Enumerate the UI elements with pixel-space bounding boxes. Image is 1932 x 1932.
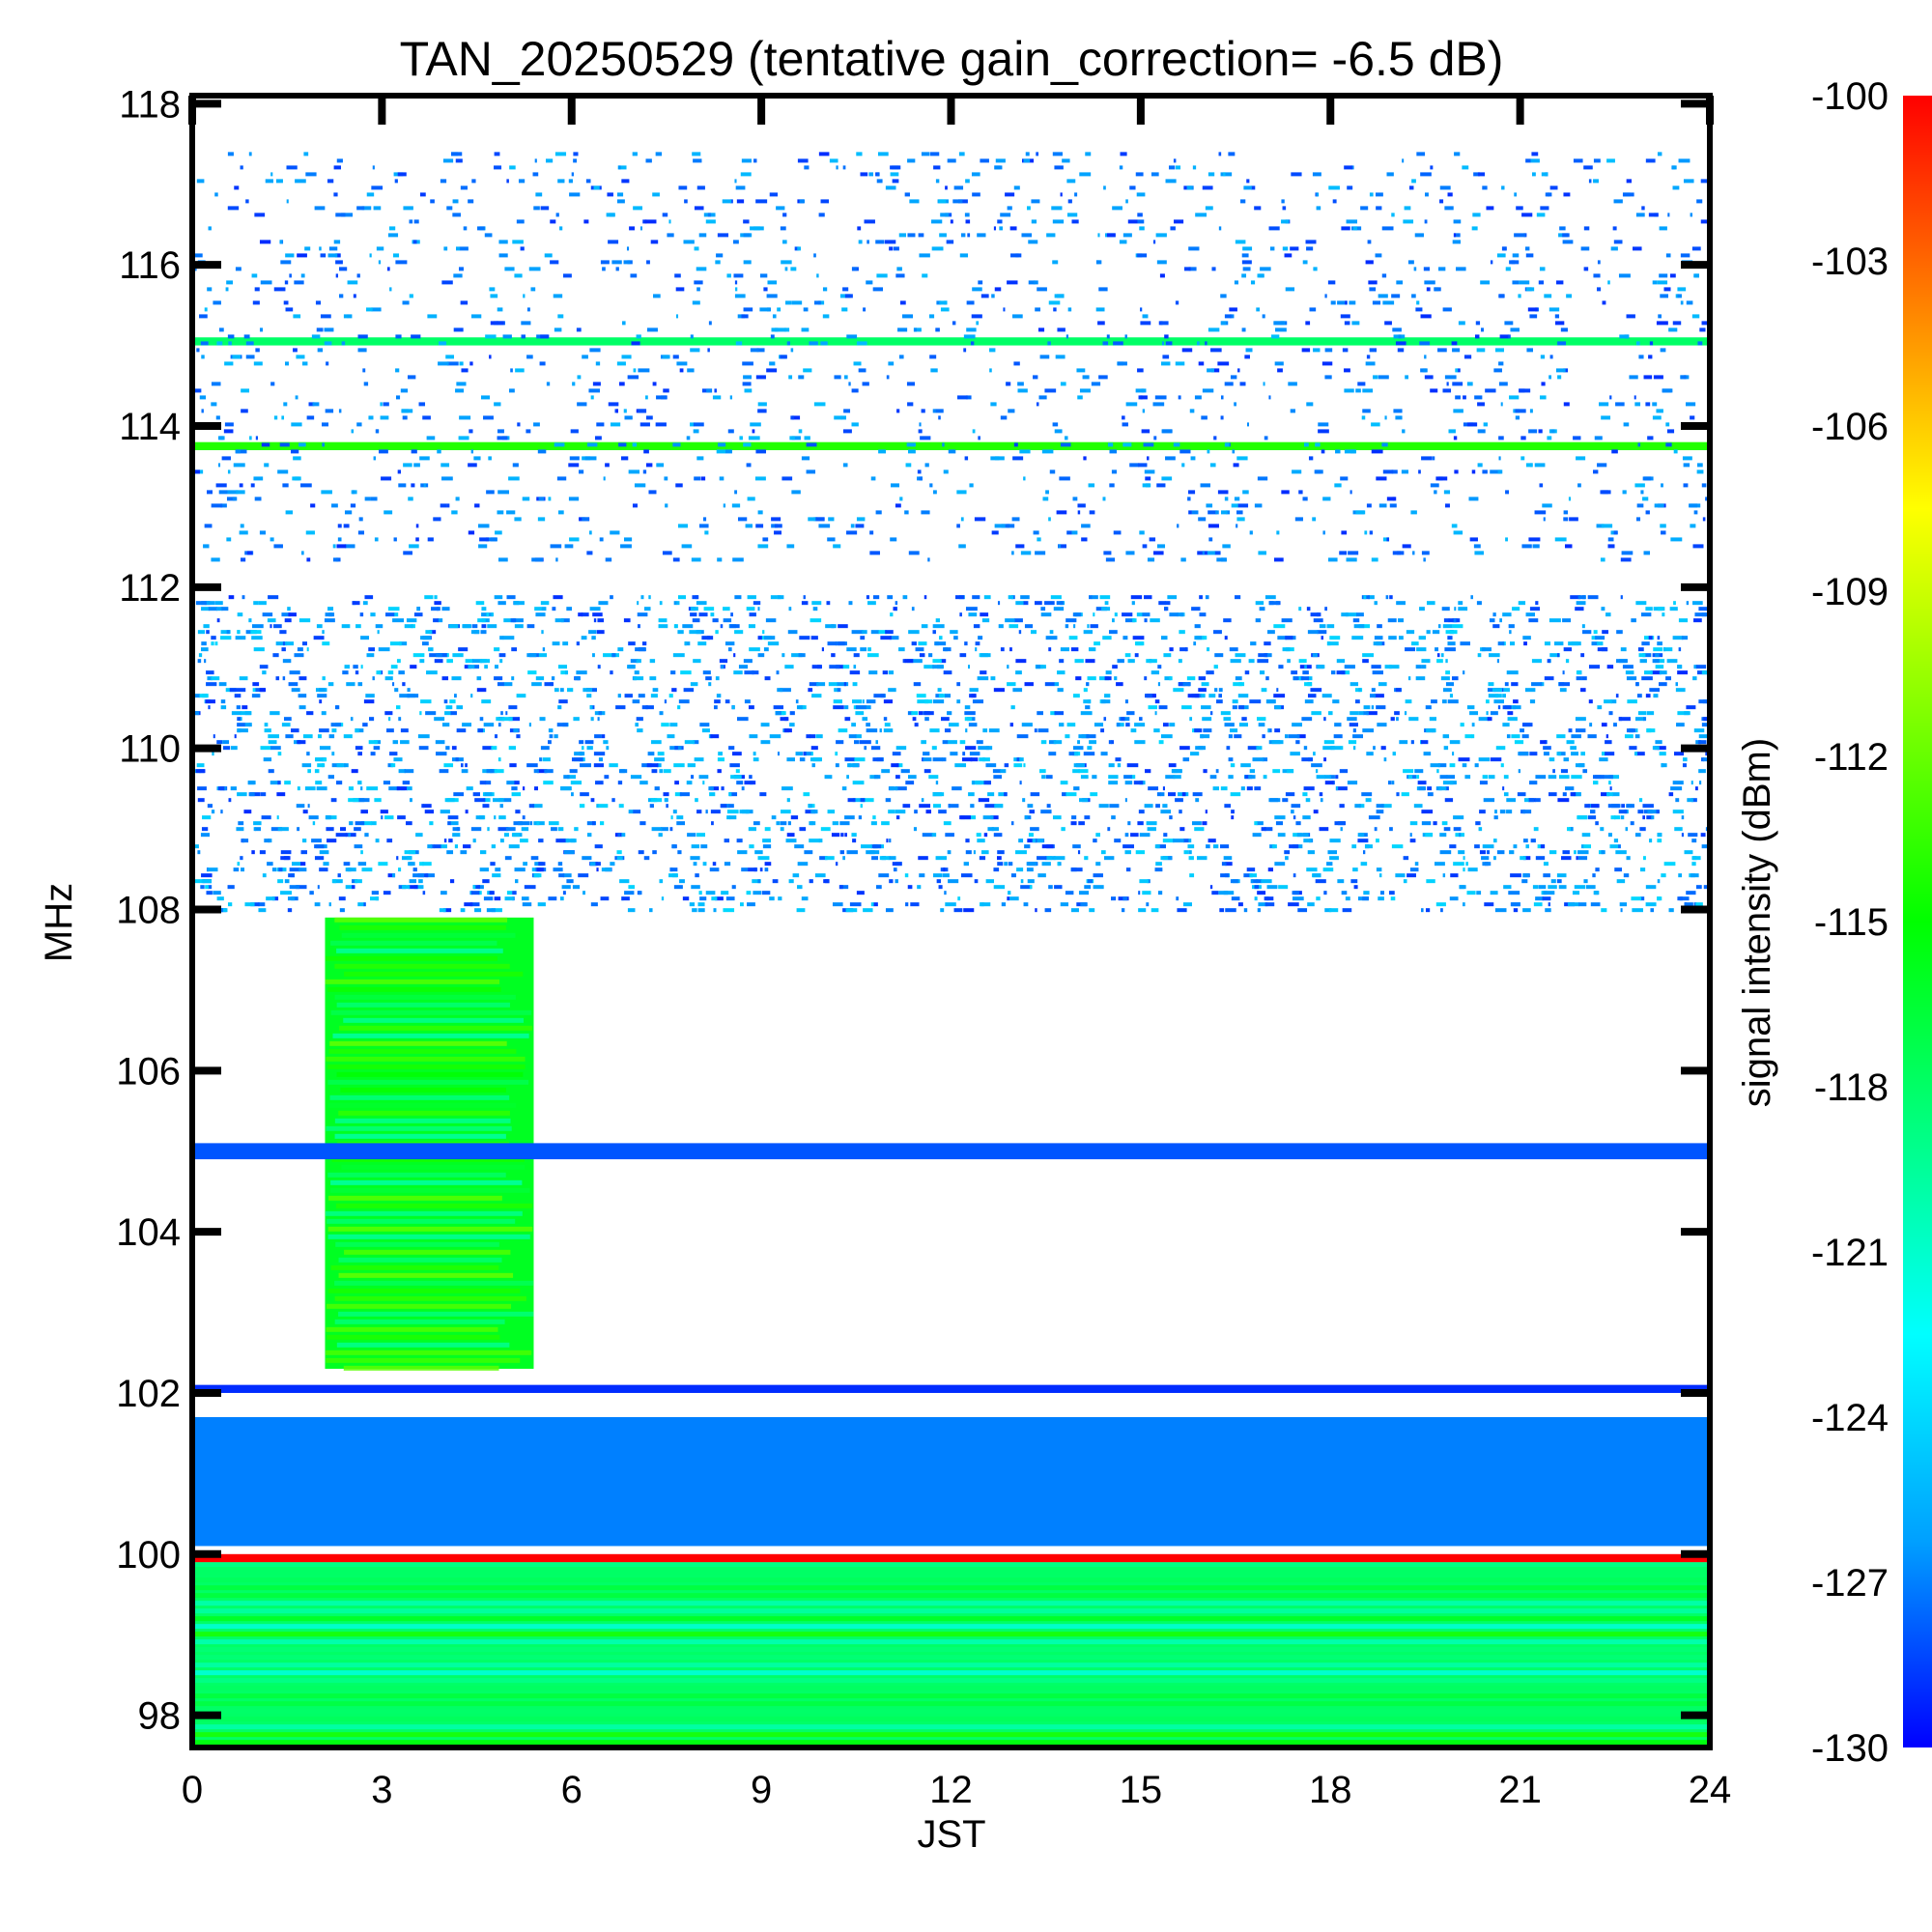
x-axis-ticks: 0 3 6 9 12 15 18 21 24 [182,96,1731,1811]
x-tick-label-8: 24 [1689,1769,1732,1811]
colorbar-tick-label-7: -121 [1811,1232,1889,1274]
colorbar-tick-label-8: -124 [1811,1397,1889,1439]
y-tick-label-6: 110 [119,728,181,771]
colorbar-ticks: -100 -103 -106 -109 -112 -115 -118 -121 -124 -127… [1811,75,1889,1770]
plot-area [192,96,1710,1747]
y-axis-ticks: 98 100 102 104 106 108 110 112 114 116 118 [116,83,1710,1738]
colorbar-tick-label-1: -103 [1811,241,1889,283]
bands-layer [192,337,1710,1747]
y-tick-label-2: 102 [116,1373,181,1415]
x-tick-label-4: 12 [929,1769,973,1811]
band-2 [192,1417,1710,1547]
y-tick-label-10: 118 [119,83,181,126]
speckle-layer [192,152,1710,913]
x-tick-label-2: 6 [561,1769,582,1811]
band-speckle-7 [192,152,1710,562]
x-tick-label-3: 9 [751,1769,772,1811]
colorbar-tick-label-5: -115 [1814,901,1889,944]
x-tick-label-7: 21 [1498,1769,1542,1811]
y-tick-label-9: 116 [119,244,181,287]
colorbar-tick-label-9: -127 [1811,1562,1889,1605]
band-3 [192,1384,1710,1393]
colorbar-tick-label-4: -112 [1814,736,1889,779]
band-1 [192,1553,1710,1563]
y-axis-label: MHz [38,883,80,962]
x-tick-label-1: 3 [371,1769,392,1811]
colorbar-tick-label-6: -118 [1814,1066,1889,1109]
colorbar-tick-label-10: -130 [1811,1727,1889,1770]
band-texture-0 [192,1562,1710,1746]
y-tick-label-4: 106 [116,1050,181,1093]
y-tick-label-3: 104 [116,1211,181,1254]
band-0 [192,1562,1710,1747]
colorbar-tick-label-3: -109 [1811,571,1889,613]
band-8 [192,441,1710,451]
colorbar-tick-label-0: -100 [1811,75,1889,118]
y-tick-label-5: 108 [116,889,181,931]
band-speckle-6 [193,595,1710,913]
y-tick-label-8: 114 [119,406,181,448]
colorbar-label: signal intensity (dBm) [1736,738,1778,1107]
x-tick-label-0: 0 [182,1769,203,1811]
y-tick-label-0: 98 [138,1695,182,1738]
y-tick-label-1: 100 [116,1534,181,1577]
band-9 [192,337,1710,346]
x-tick-label-5: 15 [1120,1769,1163,1811]
y-tick-label-7: 112 [119,567,181,610]
band-5 [192,1143,1710,1160]
x-tick-label-6: 18 [1309,1769,1352,1811]
x-axis-label: JST [917,1813,985,1856]
colorbar [1903,96,1932,1747]
colorbar-tick-label-2: -106 [1811,406,1889,448]
chart-title: TAN_20250529 (tentative gain_correction=… [400,32,1504,86]
